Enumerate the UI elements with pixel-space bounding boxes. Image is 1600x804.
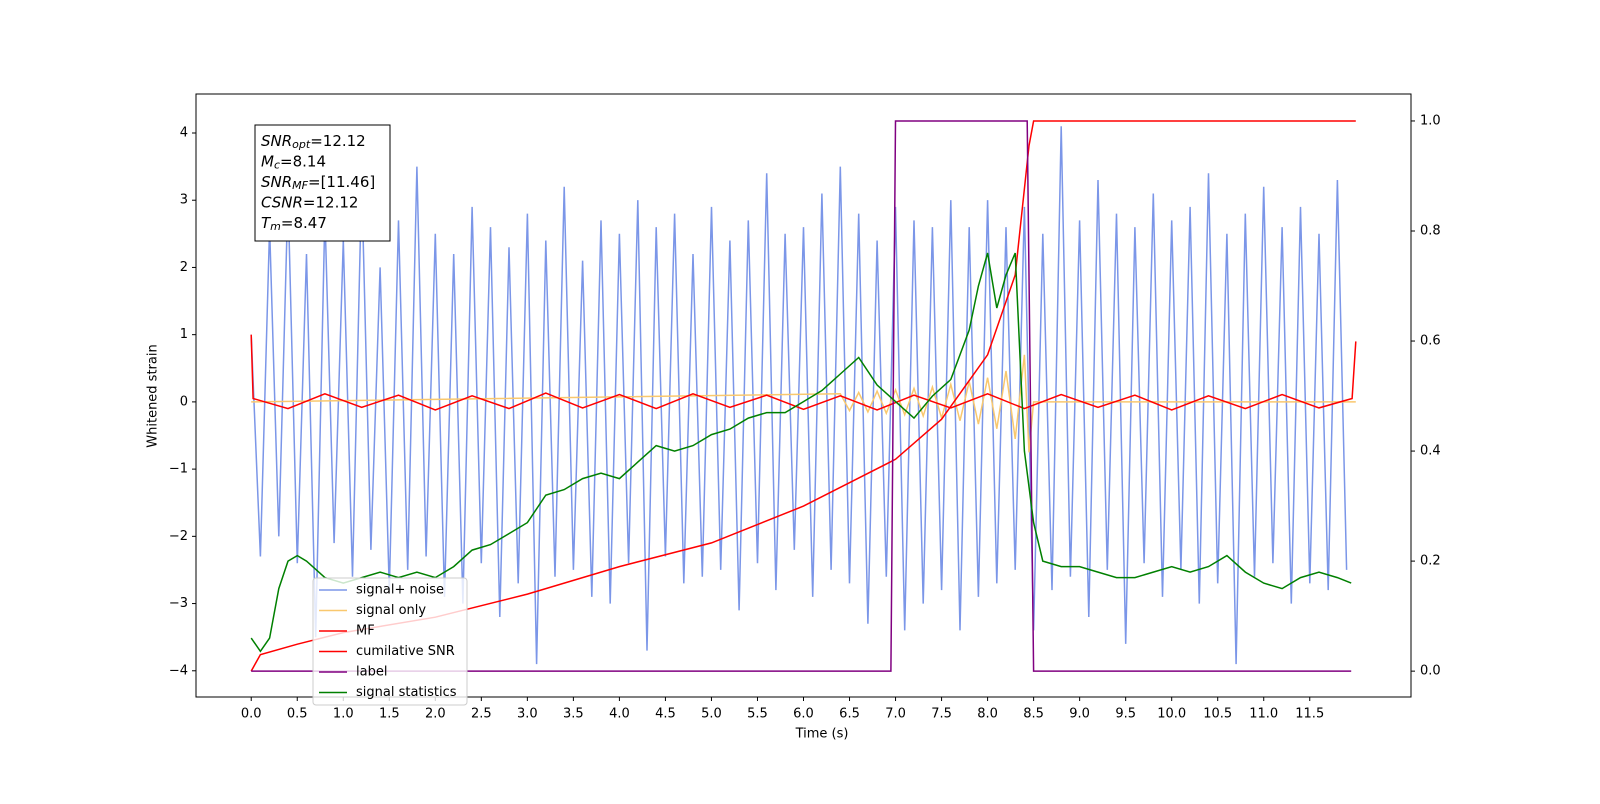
series-line bbox=[250, 252, 1352, 653]
x-tick-label: 10.0 bbox=[1157, 707, 1186, 722]
legend-label: signal statistics bbox=[356, 685, 457, 700]
x-axis-label: Time (s) bbox=[795, 727, 849, 742]
y2-tick-label: 0.2 bbox=[1420, 554, 1441, 569]
x-tick-label: 0.0 bbox=[241, 707, 262, 722]
annotation-subscript: MF bbox=[292, 179, 308, 192]
y2-tick-label: 0.6 bbox=[1420, 334, 1441, 349]
x-tick-label: 8.0 bbox=[977, 707, 998, 722]
x-tick-label: 3.5 bbox=[563, 707, 584, 722]
series-line bbox=[250, 334, 1357, 411]
annotation-subscript: opt bbox=[292, 138, 311, 151]
x-tick-label: 10.5 bbox=[1203, 707, 1232, 722]
x-tick-label: 0.5 bbox=[287, 707, 308, 722]
x-tick-label: 3.0 bbox=[517, 707, 538, 722]
x-tick-label: 7.0 bbox=[885, 707, 906, 722]
legend-label: MF bbox=[356, 624, 375, 639]
x-tick-label: 4.5 bbox=[655, 707, 676, 722]
annotation-subscript: m bbox=[270, 220, 281, 233]
y-tick-label: 2 bbox=[180, 260, 188, 275]
x-tick-label: 6.0 bbox=[793, 707, 814, 722]
y2-tick-label: 0.8 bbox=[1420, 223, 1441, 238]
y2-tick-label: 1.0 bbox=[1420, 113, 1441, 128]
annotation-symbol: SNR bbox=[261, 132, 292, 150]
annotation: CSNR=12.12 bbox=[261, 193, 358, 211]
x-tick-label: 2.5 bbox=[471, 707, 492, 722]
x-tick-label: 5.0 bbox=[701, 707, 722, 722]
y-tick-label: 4 bbox=[180, 125, 188, 140]
y-tick-label: −1 bbox=[169, 462, 188, 477]
annotation-text: =12.12 bbox=[310, 132, 366, 150]
x-tick-label: 2.0 bbox=[425, 707, 446, 722]
y-tick-label: 0 bbox=[180, 394, 188, 409]
plot-frame bbox=[195, 93, 1412, 698]
legend-label: label bbox=[356, 665, 387, 680]
annotation-box bbox=[254, 124, 391, 242]
annotation: SNRopt=12.12 bbox=[261, 132, 366, 152]
annotation-text: =8.47 bbox=[281, 214, 327, 232]
x-tick-label: 9.0 bbox=[1069, 707, 1090, 722]
annotation-symbol: M bbox=[261, 152, 274, 170]
series-line bbox=[250, 126, 1348, 665]
y-axis-label: Whitened strain bbox=[146, 344, 161, 447]
legend-box bbox=[312, 577, 468, 706]
x-tick-label: 8.5 bbox=[1023, 707, 1044, 722]
annotation: Tm=8.47 bbox=[261, 214, 327, 234]
x-tick-label: 11.0 bbox=[1249, 707, 1278, 722]
x-tick-label: 11.5 bbox=[1295, 707, 1324, 722]
annotation-text: =8.14 bbox=[280, 152, 326, 170]
x-tick-label: 5.5 bbox=[747, 707, 768, 722]
x-tick-label: 4.0 bbox=[609, 707, 630, 722]
annotation-text: =[11.46] bbox=[308, 173, 375, 191]
legend-label: signal only bbox=[356, 603, 426, 618]
x-tick-label: 1.5 bbox=[379, 707, 400, 722]
x-tick-label: 6.5 bbox=[839, 707, 860, 722]
legend-label: signal+ noise bbox=[356, 583, 444, 598]
y-tick-label: −4 bbox=[169, 663, 188, 678]
annotation-symbol: T bbox=[261, 214, 272, 232]
legend-label: cumilative SNR bbox=[356, 644, 455, 659]
annotation-symbol: CSNR bbox=[261, 193, 303, 211]
y-tick-label: −2 bbox=[169, 529, 188, 544]
series-line bbox=[251, 120, 1352, 672]
x-tick-label: 1.0 bbox=[333, 707, 354, 722]
y-tick-label: 3 bbox=[180, 193, 188, 208]
annotation: SNRMF=[11.46] bbox=[261, 173, 375, 193]
x-tick-label: 9.5 bbox=[1115, 707, 1136, 722]
y-tick-label: −3 bbox=[169, 596, 188, 611]
annotation-text: =12.12 bbox=[303, 193, 359, 211]
x-tick-label: 7.5 bbox=[931, 707, 952, 722]
y2-tick-label: 0.4 bbox=[1420, 444, 1441, 459]
annotation-subscript: c bbox=[274, 159, 280, 172]
y2-tick-label: 0.0 bbox=[1420, 664, 1441, 679]
annotation-symbol: SNR bbox=[261, 173, 292, 191]
y-tick-label: 1 bbox=[180, 327, 188, 342]
annotation: Mc=8.14 bbox=[261, 152, 326, 172]
